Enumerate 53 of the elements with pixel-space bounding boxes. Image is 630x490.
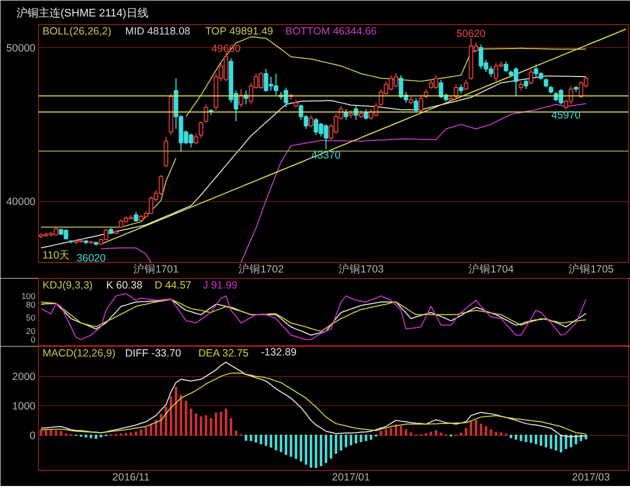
y-tick-label: 80	[26, 300, 36, 310]
legend-title: KDJ(9,3,3)	[42, 280, 93, 292]
series-label: DIFF -33.70	[125, 348, 182, 360]
x-tick-label: 沪铜1704	[468, 262, 514, 276]
candlestick	[504, 60, 508, 73]
series-label: TOP 49891.49	[205, 26, 274, 38]
line-series	[40, 372, 586, 435]
y-tick-label: 100	[21, 290, 36, 301]
annotation: -132.89	[260, 346, 297, 358]
candlestick	[194, 133, 198, 145]
candlestick	[238, 88, 244, 108]
text: BOTTOM 46344.66	[285, 26, 377, 38]
candlestick	[308, 114, 314, 128]
chart-title: 沪铜主连(SHME 2114)日线	[16, 6, 148, 20]
line-series	[40, 362, 586, 438]
candlestick	[198, 120, 204, 139]
candlestick	[134, 211, 138, 222]
y-tick-label: 0	[30, 334, 36, 345]
candlestick	[458, 84, 464, 94]
series-label: DEA 32.75	[198, 348, 249, 360]
x-axis-title: 110天	[42, 250, 70, 262]
y-tick-label: 1000	[12, 400, 36, 413]
candlestick	[464, 79, 468, 92]
line-series	[40, 293, 586, 340]
candlestick	[524, 79, 528, 90]
x-tick-label: 沪铜1701	[133, 262, 179, 276]
x-tick-label: 沪铜1703	[338, 262, 384, 276]
y-tick-label: 20	[26, 326, 36, 336]
y-tick-label: 40000	[6, 196, 36, 208]
annotation: 50620	[456, 28, 486, 40]
candlestick	[418, 94, 424, 113]
x-tick-label: 2017/01	[332, 472, 370, 484]
x-tick-label: 沪铜1705	[568, 262, 614, 276]
annotation: 45970	[551, 109, 581, 122]
series-label: K 60.38	[106, 280, 143, 292]
x-tick-label: 2016/11	[112, 472, 150, 484]
legend-title: BOLL(26,26,2)	[42, 26, 112, 38]
candlestick	[414, 98, 418, 113]
annotation: 36020	[76, 252, 106, 264]
y-tick-label: 50000	[6, 42, 36, 55]
candlestick	[518, 80, 524, 92]
series-label: D 44.57	[154, 280, 192, 292]
legend-title: MACD(12,26,9)	[42, 348, 116, 360]
x-tick-label: 沪铜1702	[238, 262, 284, 276]
y-tick-label: 50	[26, 312, 36, 323]
text: MID 48118.08	[125, 26, 190, 38]
candlestick	[544, 78, 548, 88]
candlestick	[528, 68, 534, 85]
x-tick-label: 2017/03	[572, 472, 610, 484]
y-tick-label: 0	[30, 430, 36, 442]
series-label: J 91.99	[202, 280, 238, 292]
candlestick	[204, 104, 208, 124]
y-tick-label: 2000	[12, 371, 36, 384]
